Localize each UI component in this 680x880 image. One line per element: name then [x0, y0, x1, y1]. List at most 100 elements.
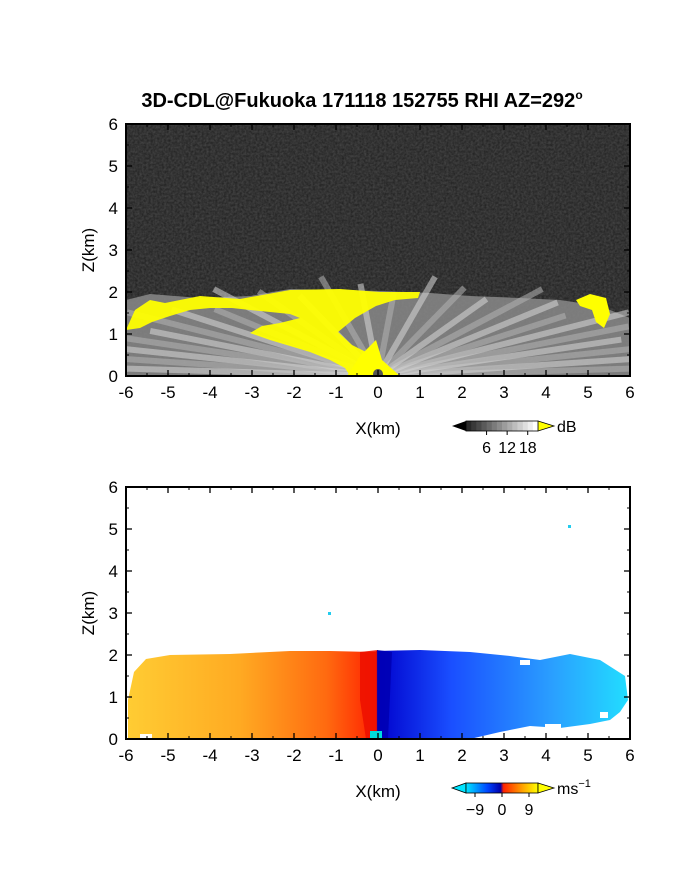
velocity-xtick-label: 1 — [415, 746, 424, 765]
velocity-xtick-label: -5 — [160, 746, 175, 765]
snr-xtick-label: 5 — [583, 383, 592, 402]
snr-ytick-label: 6 — [109, 115, 118, 134]
snr-xtick-label: -6 — [118, 383, 133, 402]
colorbar-tick-label: 9 — [525, 802, 534, 819]
snr-colorbar: 6 12 18 dB — [452, 419, 577, 457]
velocity-xtick-label: -3 — [244, 746, 259, 765]
velocity-approaching-region — [376, 650, 628, 739]
snr-yellow-band — [126, 289, 420, 376]
colorbar-tick-label: 6 — [482, 440, 491, 457]
velocity-ytick-label: 4 — [109, 562, 118, 581]
snr-xtick-label: 3 — [499, 383, 508, 402]
snr-xtick-label: -1 — [328, 383, 343, 402]
snr-beam-ray — [376, 299, 559, 376]
snr-xtick-label: 6 — [625, 383, 634, 402]
chart-title: 3D-CDL@Fukuoka 171118 152755 RHI AZ=292o — [141, 88, 582, 112]
velocity-xtick-label: 5 — [583, 746, 592, 765]
snr-axes: -6 -5 -4 -3 -2 -1 0 1 2 3 4 5 6 0 1 2 3 4 5 6 — [109, 115, 635, 402]
snr-xlabel: X(km) — [355, 419, 400, 438]
snr-beam-ray — [376, 296, 489, 376]
velocity-near-zero-blue — [377, 650, 392, 739]
velocity-xlabel: X(km) — [355, 782, 400, 801]
snr-ytick-label: 2 — [109, 283, 118, 302]
velocity-xtick-label: -6 — [118, 746, 133, 765]
velocity-receding-region — [128, 651, 376, 739]
snr-colorbar-bin — [476, 421, 482, 431]
snr-xtick-label: -2 — [286, 383, 301, 402]
snr-colorbar-bin — [471, 421, 477, 431]
snr-beam-ray — [375, 275, 438, 376]
velocity-ytick-label: 6 — [109, 478, 118, 497]
snr-ylabel: Z(km) — [79, 228, 98, 272]
snr-colorbar-bin — [522, 421, 529, 431]
velocity-near-zero-red — [360, 650, 378, 739]
velocity-gaps — [140, 660, 630, 739]
snr-colorbar-bin — [502, 421, 508, 431]
snr-high-values — [126, 289, 610, 376]
snr-ytick-label: 5 — [109, 157, 118, 176]
velocity-plot-area — [126, 487, 630, 739]
snr-xtick-label: 0 — [373, 383, 382, 402]
velocity-ylabel: Z(km) — [79, 591, 98, 635]
snr-xtick-label: -4 — [202, 383, 217, 402]
snr-colorbar-outline — [465, 420, 539, 432]
title-degree-symbol: o — [575, 88, 582, 102]
velocity-axes: -6 -5 -4 -3 -2 -1 0 1 2 3 4 5 6 0 1 2 3 4 5 6 — [109, 478, 635, 765]
velocity-panel: -6 -5 -4 -3 -2 -1 0 1 2 3 4 5 6 0 1 2 3 4 5 6 X(km) Z(km) −… — [79, 478, 635, 819]
velocity-colorbar-unit-exponent: −1 — [578, 778, 591, 790]
snr-beam-ray — [126, 365, 379, 376]
snr-xtick-label: -5 — [160, 383, 175, 402]
snr-ytick-label: 3 — [109, 241, 118, 260]
velocity-xtick-label: 4 — [541, 746, 550, 765]
colorbar-tick-label: 12 — [498, 440, 516, 457]
velocity-ytick-label: 3 — [109, 604, 118, 623]
snr-colorbar-ticks: 6 12 18 — [482, 431, 537, 457]
velocity-colorbar-ticks: −9 0 9 — [466, 793, 534, 819]
velocity-colorbar: −9 0 9 ms−1 — [450, 778, 591, 819]
velocity-xtick-label: -2 — [286, 746, 301, 765]
colorbar-tick-label: 18 — [519, 440, 537, 457]
snr-colorbar-bin — [532, 421, 539, 431]
snr-colorbar-bin — [481, 421, 487, 431]
velocity-ytick-label: 2 — [109, 646, 118, 665]
velocity-xtick-label: -1 — [328, 746, 343, 765]
snr-colorbar-bin — [512, 421, 518, 431]
snr-beam-ray — [375, 285, 467, 376]
velocity-site-marker — [370, 731, 382, 739]
snr-colorbar-right-arrow — [537, 420, 556, 432]
snr-ytick-label: 1 — [109, 325, 118, 344]
velocity-speck-upper — [568, 525, 571, 528]
velocity-ytick-label: 5 — [109, 520, 118, 539]
velocity-xtick-label: 0 — [373, 746, 382, 765]
snr-colorbar-bin — [491, 421, 498, 431]
snr-yellow-core — [347, 340, 400, 376]
velocity-colorbar-bar — [465, 782, 539, 794]
velocity-colorbar-unit: ms−1 — [557, 778, 591, 798]
snr-colorbar-unit: dB — [557, 419, 577, 436]
snr-beam-ray — [376, 286, 544, 376]
snr-xtick-label: 4 — [541, 383, 550, 402]
snr-plot-area — [126, 124, 630, 376]
colorbar-tick-label: 0 — [498, 802, 507, 819]
snr-colorbar-bin — [486, 421, 493, 431]
snr-colorbar-bin — [496, 421, 503, 431]
velocity-ytick-label: 0 — [109, 730, 118, 749]
velocity-xtick-label: 3 — [499, 746, 508, 765]
velocity-colorbar-left-arrow — [450, 782, 467, 794]
velocity-xtick-label: 6 — [625, 746, 634, 765]
velocity-colorbar-unit-text: ms — [557, 781, 578, 798]
snr-ytick-label: 0 — [109, 367, 118, 386]
snr-colorbar-bin — [527, 421, 534, 431]
snr-xtick-label: -3 — [244, 383, 259, 402]
velocity-colorbar-right-arrow — [537, 782, 556, 794]
velocity-ytick-label: 1 — [109, 688, 118, 707]
velocity-speck-middle — [328, 612, 331, 615]
snr-colorbar-bin — [466, 421, 472, 431]
colorbar-tick-label: −9 — [466, 802, 484, 819]
snr-colorbar-bin — [507, 421, 513, 431]
velocity-xtick-label: 2 — [457, 746, 466, 765]
snr-ytick-label: 4 — [109, 199, 118, 218]
velocity-xtick-label: -4 — [202, 746, 217, 765]
